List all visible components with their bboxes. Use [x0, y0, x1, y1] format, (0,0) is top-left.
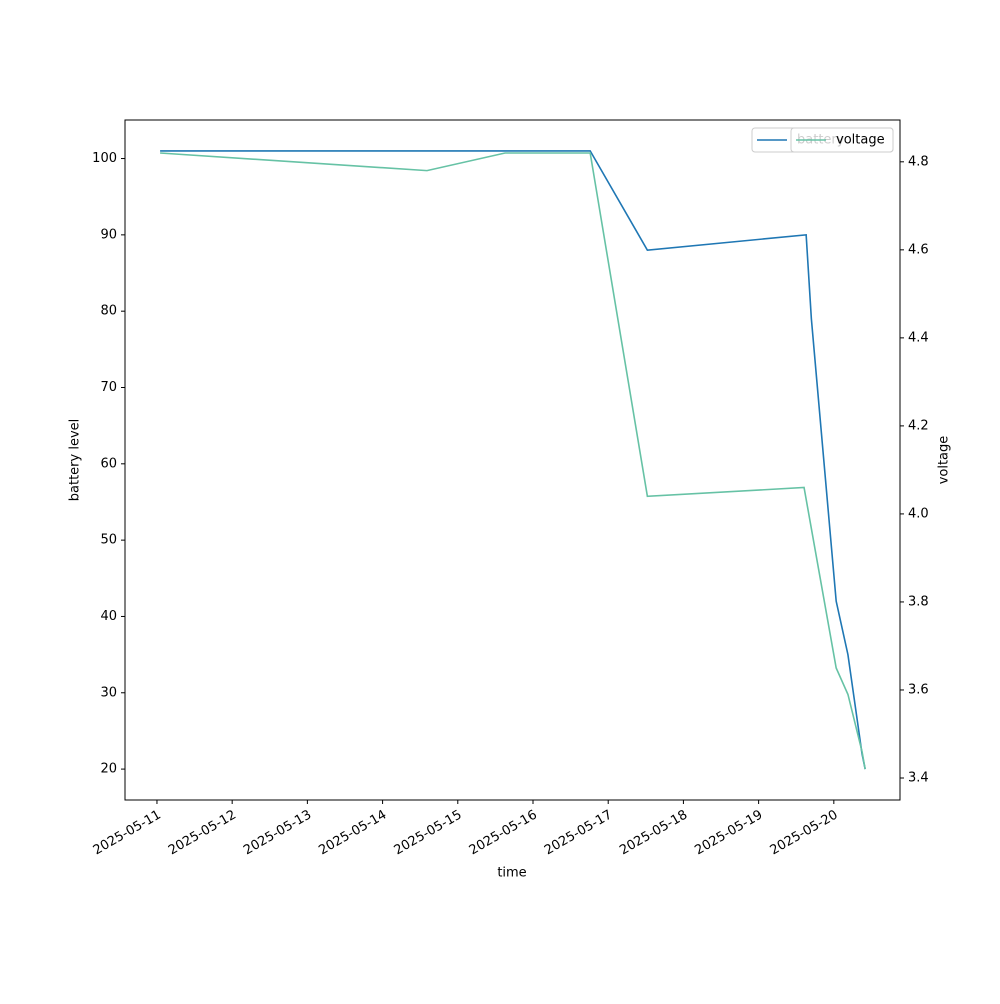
y2-tick-label: 3.4	[908, 770, 929, 785]
y-tick-label: 50	[100, 533, 117, 548]
x-tick-label: 2025-05-13	[241, 808, 314, 859]
y2-tick-label: 4.4	[908, 330, 929, 345]
x-tick-label: 2025-05-20	[768, 808, 841, 859]
x-tick-label: 2025-05-19	[692, 808, 765, 859]
y-tick-label: 80	[100, 304, 117, 319]
x-tick-label: 2025-05-12	[166, 808, 239, 859]
y-axis-label: battery level	[68, 419, 83, 502]
x-tick-label: 2025-05-11	[91, 808, 164, 859]
axes-frame	[124, 119, 901, 801]
y-tick-label: 90	[100, 227, 117, 242]
y-tick-label: 40	[100, 609, 117, 624]
data-line	[160, 152, 866, 770]
y-tick-label: 70	[100, 380, 117, 395]
x-axis-label: time	[497, 866, 526, 881]
y-tick-label: 20	[100, 762, 117, 777]
y2-tick-label: 4.0	[908, 506, 929, 521]
y2-tick-label: 3.6	[908, 682, 929, 697]
y-tick-label: 60	[100, 456, 117, 471]
legend-label: voltage	[836, 133, 885, 148]
x-tick-label: 2025-05-17	[542, 808, 615, 859]
legend-box	[790, 127, 894, 153]
x-tick-label: 2025-05-18	[617, 808, 690, 859]
y-tick-label: 30	[100, 685, 117, 700]
data-line	[160, 150, 866, 770]
y2-tick-label: 4.6	[908, 242, 929, 257]
y2-tick-label: 4.8	[908, 154, 929, 169]
y2-axis-label: voltage	[937, 436, 952, 485]
x-tick-label: 2025-05-14	[316, 808, 389, 859]
x-tick-label: 2025-05-16	[467, 808, 540, 859]
x-tick-label: 2025-05-15	[392, 808, 465, 859]
y2-tick-label: 3.8	[908, 594, 929, 609]
y-tick-label: 100	[92, 151, 117, 166]
y2-tick-label: 4.2	[908, 418, 929, 433]
